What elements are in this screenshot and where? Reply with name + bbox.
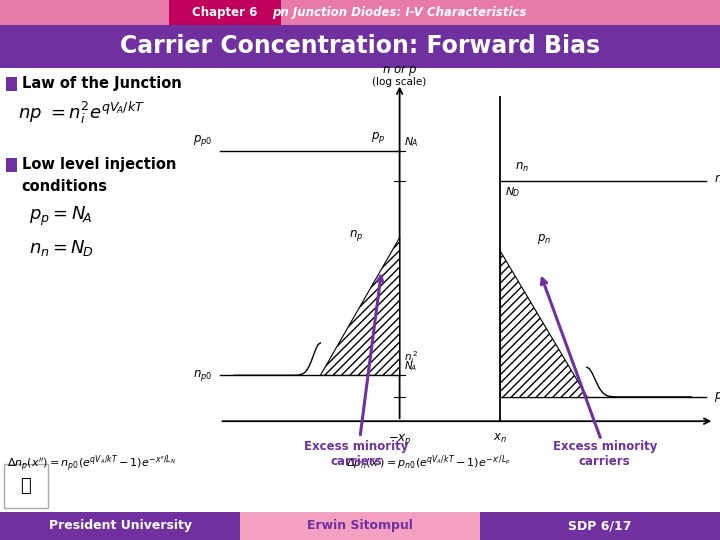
Text: $n_i^{\,2}$: $n_i^{\,2}$: [505, 369, 519, 386]
Text: $N_{\!D}$: $N_{\!D}$: [505, 185, 519, 199]
Bar: [0, 25, 720, 68]
Bar: [6, 158, 17, 172]
Text: $n_{n0}$: $n_{n0}$: [714, 174, 720, 187]
Bar: [169, 0, 281, 25]
Text: Erwin Sitompul: Erwin Sitompul: [307, 519, 413, 532]
Text: 🏛: 🏛: [21, 477, 31, 495]
Text: $n_i^{\,2}$: $n_i^{\,2}$: [404, 349, 418, 366]
Text: $\Delta n_p(x^{\prime\prime}) = n_{p0}(e^{qV_A/kT}-1)e^{-x^{\prime\prime}/L_N}$: $\Delta n_p(x^{\prime\prime}) = n_{p0}(e…: [7, 453, 176, 474]
Text: $n_n = N_{\!D}$: $n_n = N_{\!D}$: [29, 238, 94, 259]
Bar: [6, 77, 17, 91]
Bar: [0, 0, 720, 25]
Text: $n_p$: $n_p$: [349, 228, 363, 243]
Text: Excess minority
carriers: Excess minority carriers: [305, 440, 408, 468]
Text: $n$ or $p$: $n$ or $p$: [382, 63, 418, 78]
Text: Excess minority
carriers: Excess minority carriers: [553, 440, 657, 468]
Text: $-x_p$: $-x_p$: [388, 432, 411, 447]
Bar: [240, 512, 480, 540]
Text: President University: President University: [49, 519, 192, 532]
Text: $p_p = N_{\!A}$: $p_p = N_{\!A}$: [29, 205, 92, 227]
Text: $p_n$: $p_n$: [536, 232, 551, 246]
Bar: [4, 464, 48, 508]
Text: $x_n$: $x_n$: [493, 432, 508, 445]
Text: $N_{\!D}$: $N_{\!D}$: [505, 381, 518, 395]
Text: conditions: conditions: [22, 179, 107, 194]
Text: $x$: $x$: [719, 414, 720, 428]
Text: $p_{n0}$: $p_{n0}$: [714, 390, 720, 404]
Text: pn Junction Diodes: I-V Characteristics: pn Junction Diodes: I-V Characteristics: [272, 6, 527, 19]
Text: $p_p$: $p_p$: [371, 130, 385, 145]
Text: Low level injection: Low level injection: [22, 157, 176, 172]
Text: SDP 6/17: SDP 6/17: [568, 519, 631, 532]
Text: Law of the Junction: Law of the Junction: [22, 76, 181, 91]
Text: $\Delta p_n(x^{\prime}) = p_{n0}(e^{qV_A/kT}-1)e^{-x^{\prime}/L_p}$: $\Delta p_n(x^{\prime}) = p_{n0}(e^{qV_A…: [346, 454, 510, 472]
Bar: [0, 512, 240, 540]
Polygon shape: [500, 251, 587, 397]
Text: $p_{p0}$: $p_{p0}$: [193, 133, 212, 148]
Polygon shape: [320, 238, 400, 375]
Text: $N_{\!A}$: $N_{\!A}$: [404, 135, 418, 149]
Text: Chapter 6: Chapter 6: [192, 6, 257, 19]
Text: $N_{\!A}$: $N_{\!A}$: [404, 359, 417, 373]
Text: Carrier Concentration: Forward Bias: Carrier Concentration: Forward Bias: [120, 35, 600, 58]
Text: (log scale): (log scale): [372, 77, 427, 87]
Text: $n_n$: $n_n$: [515, 161, 529, 174]
Text: $n_{p0}$: $n_{p0}$: [193, 368, 212, 383]
Bar: [480, 512, 720, 540]
Text: $np\ =n_i^2e^{qV_{\!A}/kT}$: $np\ =n_i^2e^{qV_{\!A}/kT}$: [18, 100, 145, 126]
